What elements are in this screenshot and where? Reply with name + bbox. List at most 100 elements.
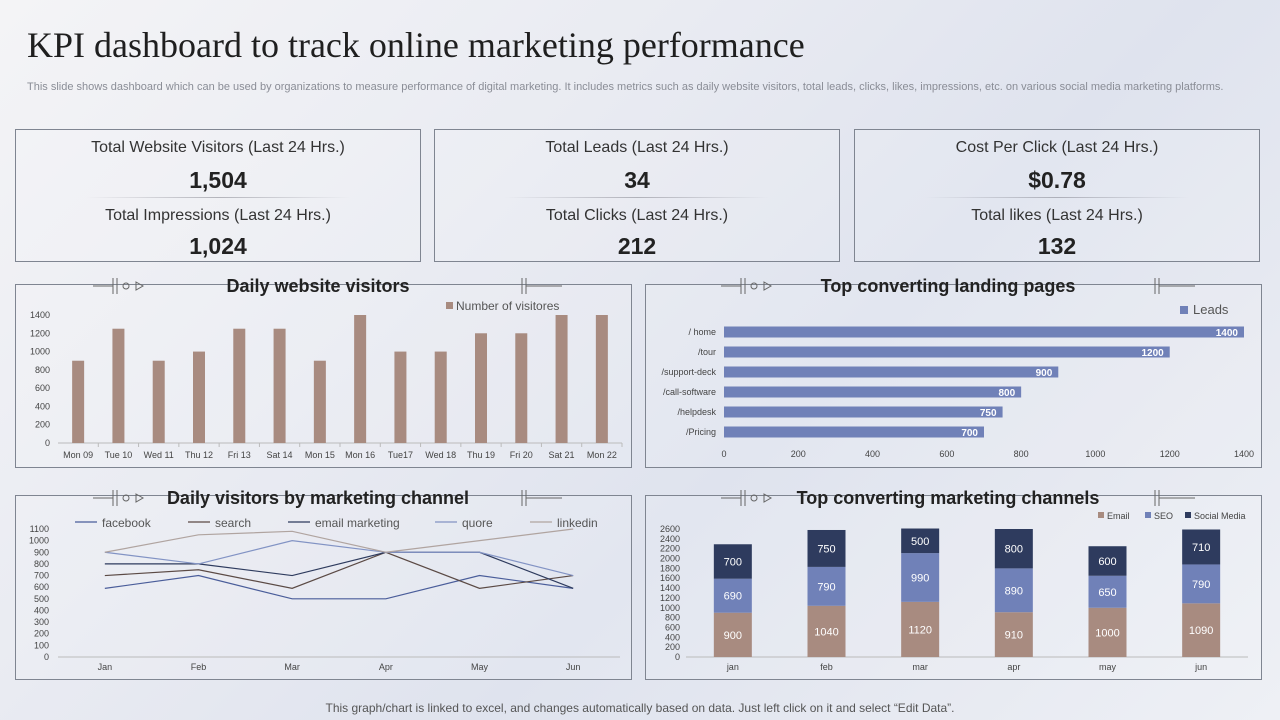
deco-circle-icon <box>750 282 758 290</box>
x-tick-label: Mar <box>284 662 300 672</box>
data-label: 650 <box>1098 587 1116 599</box>
y-category-label: /tour <box>698 347 716 357</box>
bar-visitors <box>555 315 568 443</box>
x-tick-label: 400 <box>865 449 880 459</box>
y-tick-label: 600 <box>35 383 50 393</box>
y-tick-label: 800 <box>35 365 50 375</box>
kpi-value: 1,504 <box>189 167 247 193</box>
data-label: 1090 <box>1189 625 1213 637</box>
y-tick-label: 100 <box>34 640 49 650</box>
series-line <box>104 540 574 577</box>
chart-title: Daily website visitors <box>226 276 409 296</box>
legend-label: Number of visitores <box>456 299 559 313</box>
x-tick-label: Mon 22 <box>587 450 617 460</box>
stacked-bar-segment <box>901 528 940 554</box>
series-line <box>104 551 574 589</box>
kpi-divider <box>925 197 1189 198</box>
series-line <box>104 574 574 600</box>
stacked-bar-segment <box>807 566 846 606</box>
kpi-value: 212 <box>617 233 657 259</box>
y-tick-label: 1200 <box>660 593 680 603</box>
stacked-bar-segment <box>994 612 1033 657</box>
data-label: 790 <box>1192 579 1210 591</box>
bar-leads <box>724 326 1244 338</box>
kpi-card-cost: Cost Per Click (Last 24 Hrs.) $0.78 Tota… <box>854 129 1260 262</box>
legend-label: quore <box>462 516 493 530</box>
x-tick-label: Jan <box>98 662 113 672</box>
x-tick-label: Fri 20 <box>510 450 533 460</box>
x-tick-label: Thu 12 <box>185 450 213 460</box>
kpi-label: Cost Per Click (Last 24 Hrs.) <box>955 139 1159 156</box>
deco-circle-icon <box>750 494 758 502</box>
footer-note: This graph/chart is linked to excel, and… <box>325 701 955 715</box>
legend-label: Leads <box>1193 302 1229 317</box>
y-tick-label: 400 <box>665 632 680 642</box>
page-title: KPI dashboard to track online marketing … <box>27 25 805 65</box>
data-label: 800 <box>998 388 1015 399</box>
kpi-value: 34 <box>624 167 650 193</box>
x-tick-label: 200 <box>791 449 806 459</box>
x-tick-label: 800 <box>1014 449 1029 459</box>
deco-play-icon <box>135 281 145 291</box>
y-tick-label: 600 <box>665 622 680 632</box>
bar-leads <box>724 426 984 438</box>
y-tick-label: 0 <box>675 652 680 662</box>
data-label: 1200 <box>1141 348 1164 359</box>
y-tick-label: 1400 <box>30 310 50 320</box>
y-tick-label: 1000 <box>660 603 680 613</box>
x-tick-label: Sat 21 <box>549 450 575 460</box>
stacked-bar-segment <box>994 568 1033 613</box>
y-tick-label: 1000 <box>30 347 50 357</box>
stacked-bar-segment <box>1182 529 1221 565</box>
kpi-card-visitors: Total Website Visitors (Last 24 Hrs.) 1,… <box>15 129 421 262</box>
stacked-bar-segment <box>1182 603 1221 657</box>
x-tick-label: jun <box>1194 662 1207 672</box>
data-label: 700 <box>724 556 742 568</box>
kpi-card-leads: Total Leads (Last 24 Hrs.) 34 Total Clic… <box>434 129 840 262</box>
kpi-label: Total Website Visitors (Last 24 Hrs.) <box>91 139 345 156</box>
y-tick-label: 1000 <box>29 536 49 546</box>
x-tick-label: Wed 18 <box>425 450 456 460</box>
data-label: 1120 <box>908 624 932 636</box>
data-label: 600 <box>1098 556 1116 568</box>
legend-swatch <box>1185 512 1191 518</box>
y-tick-label: 300 <box>34 617 49 627</box>
bar-visitors <box>273 328 286 443</box>
bar-visitors <box>394 351 407 443</box>
bar-visitors <box>152 360 165 443</box>
series-line <box>104 528 574 553</box>
x-tick-label: 1200 <box>1160 449 1180 459</box>
x-tick-label: Mon 16 <box>345 450 375 460</box>
bar-leads <box>724 386 1022 398</box>
bar-visitors <box>313 360 326 443</box>
stacked-bar-segment <box>1088 575 1127 608</box>
x-tick-label: 600 <box>939 449 954 459</box>
y-category-label: / home <box>688 327 716 337</box>
stacked-bar-segment <box>713 578 752 613</box>
x-tick-label: Mon 15 <box>305 450 335 460</box>
x-tick-label: Feb <box>191 662 207 672</box>
y-tick-label: 2000 <box>660 554 680 564</box>
y-tick-label: 0 <box>44 652 49 662</box>
x-tick-label: 1000 <box>1085 449 1105 459</box>
x-tick-label: Thu 19 <box>467 450 495 460</box>
bar-visitors <box>112 328 125 443</box>
legend-label: SEO <box>1154 511 1173 521</box>
data-label: 750 <box>980 408 997 419</box>
bar-visitors <box>515 333 528 443</box>
stacked-bar-segment <box>1088 607 1127 657</box>
data-label: 900 <box>1036 368 1053 379</box>
data-label: 750 <box>817 543 835 555</box>
stacked-bar-segment <box>994 529 1033 569</box>
y-tick-label: 900 <box>34 547 49 557</box>
x-tick-label: feb <box>820 662 833 672</box>
x-tick-label: Tue17 <box>388 450 413 460</box>
data-label: 500 <box>911 536 929 548</box>
legend-label: email marketing <box>315 516 400 530</box>
bar-visitors <box>434 351 447 443</box>
data-label: 700 <box>961 428 978 439</box>
bar-visitors <box>193 351 205 443</box>
y-tick-label: 700 <box>34 571 49 581</box>
legend-swatch <box>1145 512 1151 518</box>
y-tick-label: 200 <box>34 629 49 639</box>
